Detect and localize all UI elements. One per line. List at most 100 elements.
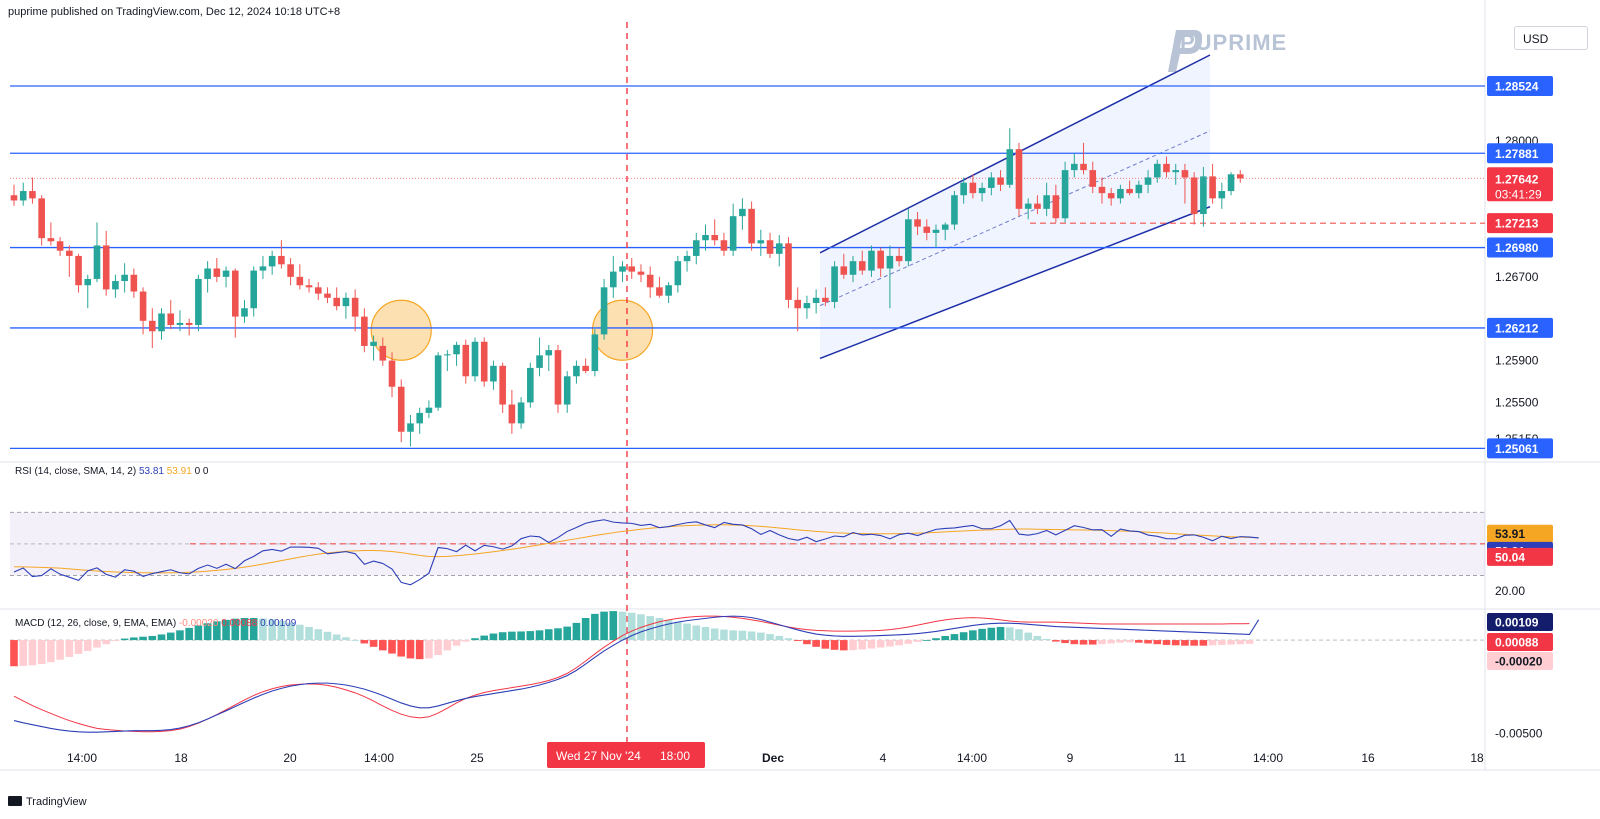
rsi-legend: RSI (14, close, SMA, 14, 2) 53.81 53.91 … xyxy=(15,466,209,477)
macd-histogram-bar xyxy=(166,632,175,641)
macd-histogram-bar xyxy=(1098,640,1106,645)
time-tick: 14:00 xyxy=(67,751,97,765)
candle-body xyxy=(729,216,737,251)
macd-histogram-bar xyxy=(1135,640,1143,643)
macd-histogram-bar xyxy=(314,629,323,641)
level-price-label: 1.27881 xyxy=(1495,147,1539,161)
candle-body xyxy=(93,245,101,279)
candle-body xyxy=(849,261,857,275)
candle-body xyxy=(932,229,940,233)
candle-body xyxy=(75,255,82,286)
rsi-ma-label: 53.91 xyxy=(1495,527,1525,541)
candle-body xyxy=(351,297,359,317)
macd-histogram-bar xyxy=(904,640,913,644)
macd-histogram-bar xyxy=(148,635,157,641)
candle-body xyxy=(1024,203,1032,209)
macd-histogram-bar xyxy=(959,632,968,641)
candle-body xyxy=(1126,188,1133,194)
level-price-label-bg xyxy=(1487,317,1553,338)
time-tick: Dec xyxy=(762,751,784,765)
macd-histogram-bar xyxy=(139,636,147,641)
candle-body xyxy=(425,407,433,413)
macd-histogram-bar xyxy=(1107,640,1115,644)
highlight-circle xyxy=(591,299,654,361)
candle-body xyxy=(1200,176,1207,215)
macd-histogram-bar xyxy=(351,640,359,641)
candle-body xyxy=(195,278,202,325)
candle-body xyxy=(305,285,313,288)
macd-histogram-bar xyxy=(876,640,885,648)
candle-body xyxy=(822,297,829,302)
macd-histogram-bar xyxy=(37,640,46,665)
candle-body xyxy=(1089,170,1097,187)
candle-body xyxy=(591,334,599,372)
time-tick: 14:00 xyxy=(364,751,394,765)
macd-histogram-bar xyxy=(1088,640,1097,645)
macd-histogram-bar xyxy=(213,621,221,641)
time-tick: 11 xyxy=(1174,751,1187,765)
candle-body xyxy=(149,320,156,332)
candle-body xyxy=(536,355,543,368)
macd-histogram-bar xyxy=(517,631,525,641)
macd-histogram-bar xyxy=(56,640,64,660)
candle-body xyxy=(471,341,479,377)
candle-body xyxy=(370,341,377,346)
macd-histogram-bar xyxy=(757,632,765,641)
candle-body xyxy=(1080,163,1087,171)
macd-histogram-bar xyxy=(102,640,110,645)
macd-histogram-bar xyxy=(176,630,184,641)
candle-body xyxy=(397,386,405,432)
candle-body xyxy=(1071,163,1078,171)
rsi-tick: 20.00 xyxy=(1495,584,1525,598)
candle-body xyxy=(434,355,442,408)
candle-body xyxy=(1043,195,1050,209)
candle-body xyxy=(794,299,801,309)
price-tick: 1.25500 xyxy=(1495,395,1539,409)
macd-line xyxy=(13,615,1260,733)
level-price-label-bg xyxy=(1487,143,1553,164)
macd-histogram-bar xyxy=(379,640,387,651)
candle-body xyxy=(287,264,294,277)
macd-histogram-bar xyxy=(969,630,977,641)
macd-histogram-bar xyxy=(194,625,203,641)
macd-histogram-bar xyxy=(821,640,830,649)
macd-histogram-bar xyxy=(74,640,83,654)
candle-body xyxy=(1181,170,1189,178)
price-tick: 1.26700 xyxy=(1495,270,1539,284)
macd-histogram-bar xyxy=(369,640,378,647)
time-tick: 4 xyxy=(880,751,887,765)
footer-brand: TradingView xyxy=(8,796,87,808)
macd-histogram-bar xyxy=(425,640,433,659)
macd-histogram-bar xyxy=(93,640,101,648)
publish-info: puprime published on TradingView.com, De… xyxy=(8,6,341,18)
candle-body xyxy=(102,245,110,290)
macd-histogram-bar xyxy=(747,631,756,641)
candle-body xyxy=(739,208,746,217)
macd-histogram-bar xyxy=(461,640,470,642)
candle-body xyxy=(47,238,55,242)
candle-body xyxy=(960,182,967,196)
macd-histogram-bar xyxy=(840,640,848,651)
candle-body xyxy=(407,423,414,432)
macd-histogram-bar xyxy=(452,640,461,646)
currency-selector[interactable]: USD xyxy=(1514,26,1588,50)
candle-body xyxy=(674,261,682,286)
histogram-value-label: -0.00020 xyxy=(1495,655,1543,669)
macd-histogram-bar xyxy=(554,628,562,641)
macd-histogram-bar xyxy=(120,638,129,641)
candle-body xyxy=(1218,191,1226,199)
macd-histogram-bar xyxy=(397,640,406,657)
macd-histogram-bar xyxy=(1125,640,1134,643)
macd-histogram-bar xyxy=(332,634,341,641)
macd-histogram-bar xyxy=(544,629,553,641)
candle-body xyxy=(185,322,193,325)
macd-histogram-bar xyxy=(1052,640,1060,642)
crosshair-time-label: 18:00 xyxy=(660,749,690,763)
macd-histogram-bar xyxy=(729,630,737,641)
macd-histogram-bar xyxy=(710,628,719,641)
candle-body xyxy=(324,293,331,298)
macd-histogram-bar xyxy=(406,640,415,659)
macd-histogram-bar xyxy=(812,640,820,647)
candle-body xyxy=(19,191,27,201)
